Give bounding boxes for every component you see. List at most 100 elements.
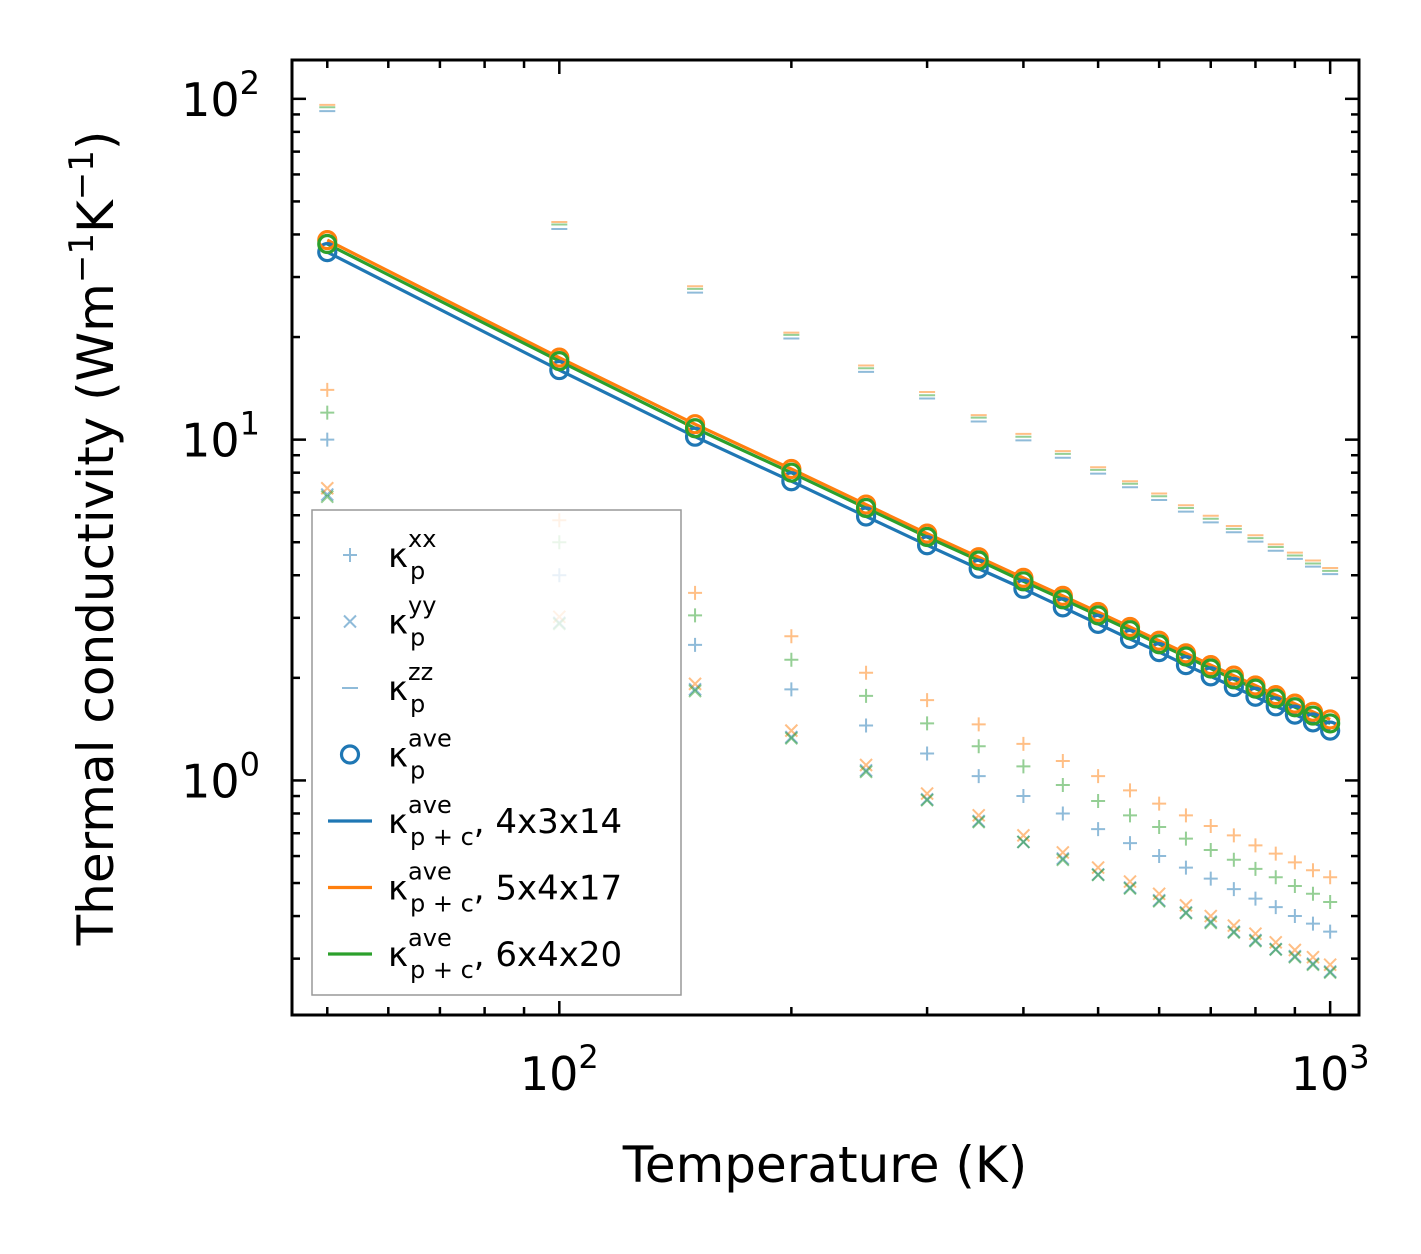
point-kp_ave_blue-300 bbox=[916, 535, 938, 556]
point-kp_xx_green-650 bbox=[1178, 831, 1193, 846]
point-kp_yy_green-650 bbox=[1179, 906, 1193, 920]
point-kp_ave_blue-100 bbox=[549, 359, 570, 381]
point-kp_yy_green-700 bbox=[1204, 916, 1218, 930]
point-kp_xx_blue-600 bbox=[1152, 849, 1167, 864]
point-kp_xx_blue-850 bbox=[1268, 900, 1283, 915]
point-kp_xx_blue-650 bbox=[1178, 860, 1193, 875]
point-kp_ave_green-1000 bbox=[1320, 713, 1341, 734]
point-kp_xx_blue-150 bbox=[688, 637, 703, 652]
legend-sup: zz bbox=[408, 658, 433, 686]
point-kp_xx_blue-900 bbox=[1287, 909, 1302, 924]
legend-label-1: κyy p bbox=[388, 592, 436, 652]
legend-kappa: κ bbox=[388, 869, 408, 909]
point-kp_xx_orange-500 bbox=[1091, 769, 1106, 784]
y-axis-title-sup2: −1 bbox=[62, 150, 102, 200]
point-kp_ave_green-500 bbox=[1088, 605, 1109, 626]
legend-entry-6: κave p + c, 6x4x20 bbox=[328, 924, 622, 984]
point-kp_yy_green-1000 bbox=[1323, 965, 1337, 980]
point-kp_ave_green-750 bbox=[1223, 669, 1244, 690]
legend-sub: p + c bbox=[410, 823, 474, 851]
x-tick-label-1000: 103 bbox=[1291, 1038, 1370, 1101]
legend-kappa: κ bbox=[388, 935, 408, 975]
legend-sub: p bbox=[410, 624, 425, 652]
series-kp_ave_green bbox=[317, 233, 1341, 734]
point-kp_xx_orange-150 bbox=[688, 585, 703, 600]
point-kp_xx_green-500 bbox=[1091, 794, 1106, 809]
point-kp_ave_green-650 bbox=[1175, 646, 1197, 667]
point-kp_yy_green-800 bbox=[1248, 934, 1263, 948]
point-kp_xx_orange-600 bbox=[1152, 796, 1167, 811]
point-kp_xx_orange-400 bbox=[1016, 736, 1031, 751]
point-kp_yy_green-600 bbox=[1152, 894, 1166, 908]
point-kp_xx_blue-200 bbox=[784, 682, 799, 697]
point-kp_xx_green-450 bbox=[1055, 777, 1070, 792]
point-kp_xx_blue-500 bbox=[1091, 822, 1106, 837]
point-kp_xx_orange-700 bbox=[1203, 819, 1218, 834]
legend-label-4: κave p + c, 4x3x14 bbox=[388, 791, 622, 851]
legend-entry-3: κave p bbox=[339, 725, 452, 785]
point-kp_xx_green-700 bbox=[1203, 843, 1218, 858]
point-kp_yy_green-900 bbox=[1288, 950, 1302, 964]
point-kp_xx_green-850 bbox=[1268, 870, 1283, 885]
point-kp_xx_blue-350 bbox=[971, 769, 986, 784]
point-kp_xx_orange-650 bbox=[1178, 808, 1193, 823]
x-tick-label-100: 102 bbox=[520, 1038, 599, 1101]
point-kp_xx_blue-450 bbox=[1055, 806, 1070, 821]
point-kp_xx_blue-550 bbox=[1123, 836, 1138, 851]
point-kp_xx_blue-700 bbox=[1203, 871, 1218, 886]
legend-sup: ave bbox=[408, 725, 452, 753]
point-kp_xx_green-350 bbox=[971, 739, 986, 754]
legend-entry-0: κxx p bbox=[343, 525, 436, 585]
point-kp_xx_orange-550 bbox=[1123, 783, 1138, 798]
legend-sup: xx bbox=[408, 525, 436, 553]
line-kpc_ave_5x4x17 bbox=[326, 238, 1331, 721]
legend-label-5: κave p + c, 5x4x17 bbox=[388, 858, 622, 918]
point-kp_yy_green-400 bbox=[1016, 835, 1031, 849]
point-kp_ave_green-100 bbox=[549, 350, 570, 372]
point-kp_yy_green-950 bbox=[1306, 957, 1320, 972]
point-kp_xx_blue-750 bbox=[1226, 882, 1241, 897]
x-tick-label-base: 10 bbox=[1291, 1047, 1350, 1101]
point-kp_ave_blue-750 bbox=[1223, 676, 1244, 698]
legend-entry-1: κyy p bbox=[343, 592, 436, 652]
legend-suffix: , 4x3x14 bbox=[474, 802, 622, 842]
point-kp_xx_blue-800 bbox=[1248, 891, 1263, 906]
point-kp_ave_blue-550 bbox=[1119, 628, 1141, 650]
y-axis-title-end: ) bbox=[67, 131, 125, 151]
point-kp_ave_blue-450 bbox=[1052, 597, 1073, 618]
series-kp_zz_orange bbox=[319, 103, 1339, 570]
point-kp_ave_green-700 bbox=[1200, 658, 1221, 679]
point-kp_xx_orange-450 bbox=[1055, 754, 1070, 769]
point-kp_xx_green-1000 bbox=[1323, 894, 1338, 909]
point-kp_xx_green-750 bbox=[1226, 852, 1241, 867]
point-kp_xx_green-50 bbox=[320, 405, 335, 420]
point-kp_xx_green-800 bbox=[1248, 861, 1263, 876]
legend-sub: p bbox=[410, 690, 425, 718]
point-kp_xx_orange-300 bbox=[920, 693, 935, 708]
point-kp_yy_green-550 bbox=[1123, 881, 1137, 896]
axes-frame bbox=[290, 58, 1361, 1017]
point-kp_ave_blue-500 bbox=[1088, 613, 1109, 634]
point-kp_yy_green-300 bbox=[920, 793, 934, 807]
point-kp_yy_orange-400 bbox=[1016, 828, 1031, 843]
legend-entry-2: κzz p bbox=[342, 658, 433, 718]
point-kp_yy_green-150 bbox=[688, 684, 702, 698]
y-tick-label-100: 102 bbox=[181, 64, 260, 127]
legend-label-6: κave p + c, 6x4x20 bbox=[388, 924, 622, 984]
point-kp_ave_green-950 bbox=[1302, 705, 1324, 726]
point-kp_yy_blue-150 bbox=[688, 682, 702, 697]
point-kp_yy_green-850 bbox=[1269, 942, 1283, 957]
legend-marker-swatch bbox=[343, 548, 357, 562]
point-kp_xx_green-950 bbox=[1305, 886, 1320, 901]
legend-suffix: , 5x4x17 bbox=[474, 869, 622, 909]
series-kp_zz_blue bbox=[319, 110, 1339, 576]
point-kp_xx_orange-900 bbox=[1287, 855, 1302, 870]
point-kp_xx_orange-250 bbox=[859, 665, 874, 680]
legend-entry-4: κave p + c, 4x3x14 bbox=[328, 791, 622, 851]
x-tick-label-base: 10 bbox=[520, 1047, 579, 1101]
point-kp_ave_blue-1000 bbox=[1320, 720, 1341, 741]
legend-sup: ave bbox=[408, 791, 452, 819]
legend-sub: p bbox=[410, 557, 425, 585]
